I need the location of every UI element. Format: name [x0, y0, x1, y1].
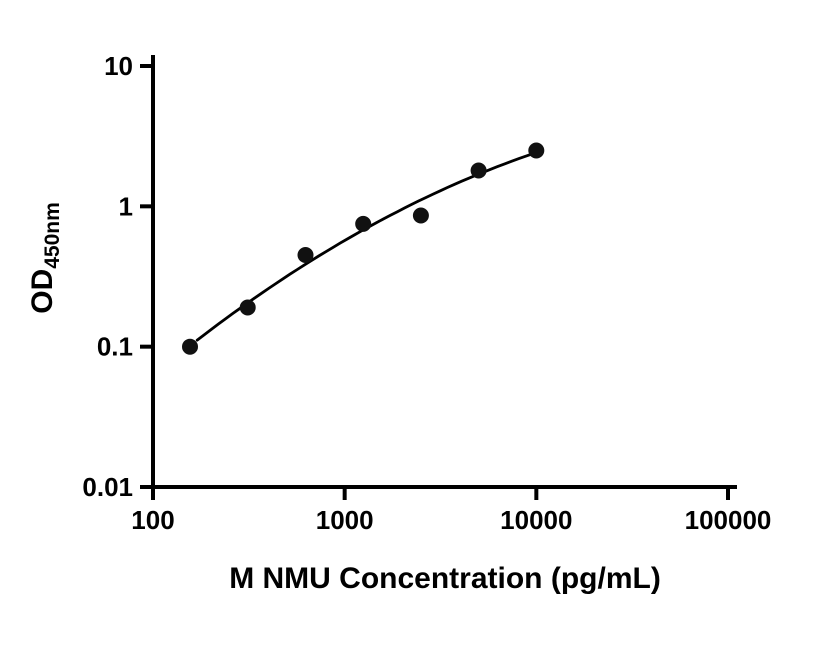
data-point: [182, 338, 198, 355]
x-tick-label: 1000: [316, 505, 374, 535]
y-tick-label: 0.1: [97, 332, 133, 362]
x-tick-label: 100000: [685, 505, 772, 535]
data-point: [297, 247, 314, 263]
y-axis-title-subscript: 450nm: [41, 202, 64, 269]
data-point: [528, 142, 545, 159]
y-tick-label: 0.01: [82, 472, 133, 502]
x-tick-label: 10000: [500, 505, 572, 535]
axes: [151, 55, 737, 489]
data-point: [412, 207, 429, 224]
y-tick-label: 1: [119, 191, 133, 221]
y-axis-title-main: OD: [26, 269, 59, 314]
y-axis-title: OD450nm: [26, 202, 64, 314]
data-point: [355, 215, 372, 232]
y-tick-label: 10: [104, 51, 133, 81]
data-point: [470, 162, 487, 179]
data-point: [239, 299, 256, 316]
data-points-group: [182, 142, 545, 355]
x-axis-title: M NMU Concentration (pg/mL): [229, 562, 661, 595]
axis-ticks: 100 1000 10000 100000 10 1 0.1 0.01: [82, 51, 771, 535]
x-tick-label: 100: [131, 505, 174, 535]
